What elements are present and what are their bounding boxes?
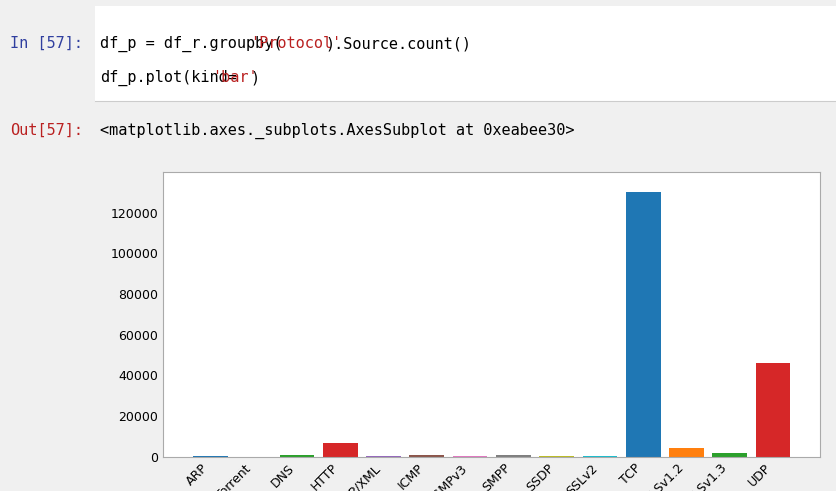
Bar (366, 456, 400, 457)
Text: <matplotlib.axes._subplots.AxesSubplot at 0xeabee30>: <matplotlib.axes._subplots.AxesSubplot a… (99, 123, 573, 139)
Text: 'Protocol': 'Protocol' (250, 36, 341, 51)
Bar (582, 456, 616, 457)
Bar (711, 453, 747, 457)
Bar (755, 363, 789, 457)
Bar (669, 448, 703, 457)
Text: ).Source.count(): ).Source.count() (324, 36, 471, 51)
Text: In [57]:: In [57]: (10, 36, 83, 51)
Text: df_p.plot(kind=: df_p.plot(kind= (99, 70, 237, 86)
Text: ): ) (250, 70, 259, 85)
Bar (409, 455, 444, 457)
Bar (625, 192, 660, 457)
Text: 'bar': 'bar' (212, 70, 257, 85)
Bar (95, 6, 836, 101)
Bar (323, 443, 357, 457)
Bar (193, 456, 227, 457)
Text: df_p = df_r.groupby(: df_p = df_r.groupby( (99, 36, 283, 52)
Bar (496, 456, 530, 457)
Bar (279, 455, 314, 457)
Text: Out[57]:: Out[57]: (10, 123, 83, 138)
